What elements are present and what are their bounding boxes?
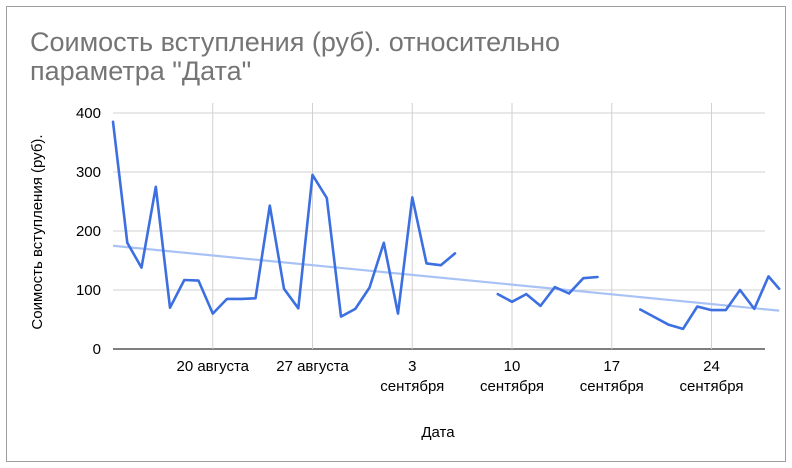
trendline bbox=[112, 244, 780, 312]
series-line-segment bbox=[111, 120, 457, 318]
x-tick-label: 17 bbox=[603, 358, 620, 375]
y-tick-label: 0 bbox=[93, 341, 101, 358]
y-tick-label: 100 bbox=[76, 282, 101, 299]
x-tick-label: 27 августа bbox=[276, 358, 349, 375]
y-axis-label: Соимость вступления (руб). bbox=[29, 134, 46, 329]
x-tick-label-line2: сентября bbox=[679, 378, 743, 395]
x-tick-label-line2: сентября bbox=[580, 378, 644, 395]
y-tick-label: 200 bbox=[76, 223, 101, 240]
x-tick-label: 24 bbox=[703, 358, 720, 375]
x-tick-label-line2: сентября bbox=[480, 378, 544, 395]
series-line-segment bbox=[496, 275, 599, 308]
y-tick-label: 400 bbox=[76, 105, 101, 122]
series-line-segment bbox=[638, 275, 781, 331]
x-tick-label-line2: сентября bbox=[380, 378, 444, 395]
x-tick-label: 20 августа bbox=[176, 358, 249, 375]
x-axis-label: Дата bbox=[421, 424, 455, 441]
x-tick-label: 10 bbox=[504, 358, 521, 375]
x-tick-label: 3 bbox=[408, 358, 416, 375]
chart-frame bbox=[6, 6, 786, 462]
chart-title: Соимость вступления (руб). относительно … bbox=[30, 27, 561, 86]
y-tick-label: 300 bbox=[76, 164, 101, 181]
